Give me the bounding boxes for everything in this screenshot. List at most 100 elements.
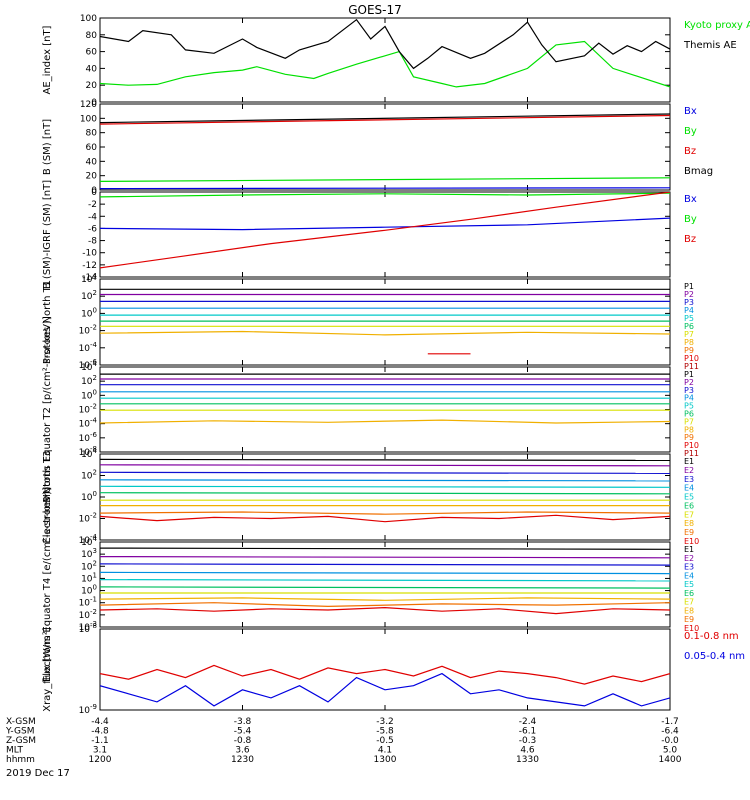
y-tick-label: 100 [80, 114, 97, 124]
x-tick-label-mlt: 3.1 [93, 746, 107, 756]
series-themis-ae [100, 18, 670, 70]
y-tick-label: 100 [80, 14, 97, 24]
legend-item-e4: E4 [684, 484, 694, 493]
y-tick-label: -14 [82, 273, 97, 283]
y-tick-label: 10-6 [79, 358, 98, 371]
y-tick-label: 0 [91, 186, 97, 196]
panel-frame [99, 191, 671, 278]
legend-item-e10: E10 [684, 537, 699, 546]
y-tick-label: 102 [81, 374, 97, 387]
y-tick-label: 10-2 [79, 324, 97, 337]
legend: 0.1-0.8 nm 0.05-0.4 nm [684, 631, 745, 662]
y-tick-label: -4 [88, 212, 97, 222]
legend-item-p10: P10 [684, 354, 699, 363]
y-tick-label: -12 [82, 261, 97, 271]
series-e5 [100, 578, 670, 582]
panel-frame [99, 278, 671, 366]
legend-item-bx: Bx [684, 194, 697, 205]
y-tick-label: 10-4 [79, 417, 98, 430]
legend-item-e7: E7 [684, 510, 694, 519]
series-bx [100, 187, 670, 190]
series-e9 [100, 602, 670, 608]
legend-item-p7: P7 [684, 330, 694, 339]
y-axis-label: Xray_flux [W/m²] [42, 627, 53, 712]
legend-item-p2: P2 [684, 378, 694, 387]
x-tick-label-mlt: 3.6 [235, 746, 250, 756]
y-tick-label: 104 [81, 535, 97, 548]
y-axis-label: B (SM) [nT] [42, 119, 53, 175]
legend-item-p5: P5 [684, 314, 694, 323]
legend-item-e9: E9 [684, 528, 694, 537]
panel-frame [99, 17, 671, 103]
series-e8 [100, 597, 670, 601]
legend-item-themis-ae: Themis AE [683, 40, 737, 51]
y-tick-label: 10-8 [79, 445, 97, 458]
x-tick-label-zgsm: -1.1 [91, 736, 109, 746]
series-e9 [100, 511, 670, 515]
panel-frame [99, 541, 671, 628]
x-tick-label-ygsm: -5.8 [376, 727, 394, 737]
series-e5 [100, 485, 670, 488]
legend-item-p8: P8 [684, 338, 694, 347]
legend-item-p9: P9 [684, 346, 694, 355]
y-tick-label: 102 [81, 559, 97, 572]
series-e2 [100, 555, 670, 559]
series-bz [100, 114, 670, 125]
x-tick-label-xgsm: -3.8 [234, 717, 252, 727]
series-e10 [100, 514, 670, 523]
y-tick-label: 104 [81, 447, 97, 460]
y-tick-label: -10 [82, 249, 97, 259]
x-tick-label-zgsm: -0.3 [519, 736, 537, 746]
legend-item-p8: P8 [684, 425, 694, 434]
legend-item-e8: E8 [684, 519, 694, 528]
y-tick-label: 40 [86, 64, 98, 74]
y-tick-label: 10-1 [79, 596, 97, 609]
legend-item-e6: E6 [684, 589, 694, 598]
series-bx [100, 217, 670, 231]
y-tick-label: 100 [81, 584, 97, 597]
x-tick-label-ygsm: -5.4 [234, 727, 252, 737]
date-label: 2019 Dec 17 [6, 768, 70, 779]
y-tick-label: 40 [86, 157, 98, 167]
x-tick-label-zgsm: -0.5 [376, 736, 394, 746]
series-e6 [100, 492, 670, 495]
x-tick-label-mlt: 4.6 [520, 746, 535, 756]
series-e4 [100, 571, 670, 575]
y-tick-label: 100 [81, 388, 97, 401]
legend-item-e6: E6 [684, 501, 694, 510]
legend-item-kyoto-proxy-ae: Kyoto proxy AE [684, 20, 750, 31]
x-tick-label-ygsm: -6.4 [661, 727, 679, 737]
series-e4 [100, 479, 670, 482]
row-label-mlt: MLT [6, 746, 24, 756]
legend-item-p4: P4 [684, 394, 694, 403]
y-tick-label: 120 [80, 100, 97, 110]
panel-bigrf: 0 -2 -4 -6 -8 -10 -12 -14 B (SM)-IGRF (SM) [nT] B… [42, 180, 697, 289]
legend-item-e10: E10 [684, 624, 699, 633]
y-axis-label: Protons North T1 [42, 280, 53, 364]
series-e3 [100, 471, 670, 474]
legend-item-e7: E7 [684, 598, 694, 607]
legend-item-e4: E4 [684, 571, 694, 580]
panel-frame [99, 366, 671, 453]
y-tick-label: 101 [81, 571, 97, 584]
y-tick-label: 10-2 [79, 608, 97, 621]
legend-item-bmag: Bmag [684, 166, 713, 177]
legend-item-p1: P1 [684, 282, 694, 291]
legend-item-e3: E3 [684, 475, 694, 484]
series-e1 [100, 458, 670, 461]
legend-item-p7: P7 [684, 417, 694, 426]
legend-item-p6: P6 [684, 322, 694, 331]
y-tick-label: 100 [81, 490, 97, 503]
legend: Bx By Bz [684, 194, 697, 245]
y-tick-label: 20 [86, 172, 98, 182]
y-axis-label: B (SM)-IGRF (SM) [nT] [42, 180, 53, 289]
y-axis-label: Electrons Equator T4 [e/(cm²-s-sr-keV)] [42, 487, 53, 682]
y-tick-label: 10-8 [79, 622, 97, 635]
x-tick-label-ygsm: -4.8 [91, 727, 109, 737]
